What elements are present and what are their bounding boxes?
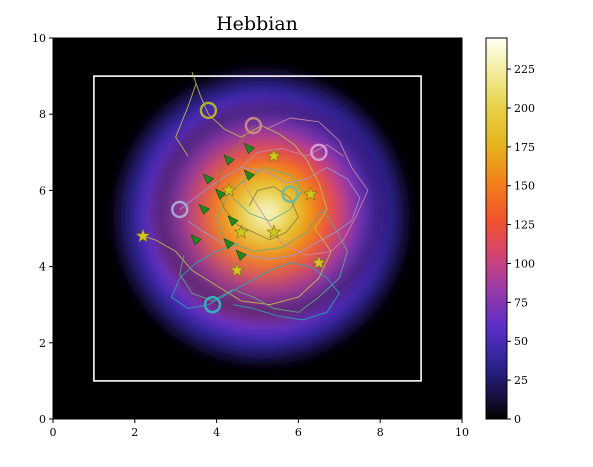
y-tick-label-4: 8: [39, 108, 46, 121]
colorbar-tick-label-4: 100: [514, 257, 535, 270]
trajectory-3: [171, 243, 340, 321]
x-tick-label-4: 8: [377, 426, 384, 439]
x-axis: 0 2 4 6 8 10: [50, 419, 469, 439]
heat-blob-inner: [154, 103, 385, 320]
y-tick-label-1: 2: [39, 337, 46, 350]
star-marker-3: [303, 186, 319, 201]
colorbar-tick-label-1: 25: [514, 374, 528, 387]
triangle-marker-7: [190, 234, 202, 246]
star-marker-4: [233, 224, 249, 239]
triangle-marker-4: [215, 188, 227, 200]
star-marker-1: [221, 182, 237, 197]
triangle-markers-layer: [190, 142, 255, 261]
triangle-marker-0: [223, 154, 235, 166]
plot-frame: [52, 37, 463, 420]
trajectory-1: [240, 117, 369, 256]
triangle-marker-8: [223, 238, 235, 250]
triangle-marker-1: [243, 142, 255, 155]
colorbar-tick-label-8: 200: [514, 102, 535, 115]
star-marker-0: [135, 228, 151, 243]
x-tick-label-2: 4: [213, 426, 220, 439]
x-tick-label-5: 10: [455, 426, 469, 439]
colorbar: 0 25 50 75 100 125 150 175 200 225: [485, 37, 535, 426]
triangle-marker-6: [227, 215, 239, 227]
trajectory-2: [179, 167, 348, 313]
y-tick-label-2: 4: [39, 261, 46, 274]
colorbar-fill: [486, 38, 507, 419]
star-marker-7: [311, 254, 327, 270]
colorbar-frame: [485, 37, 508, 420]
star-marker-2: [266, 148, 282, 163]
y-tick-label-3: 6: [39, 184, 46, 197]
colorbar-tick-label-5: 125: [514, 219, 535, 232]
triangle-marker-2: [202, 173, 214, 185]
colorbar-tick-label-0: 0: [514, 413, 521, 426]
triangle-marker-3: [243, 169, 255, 181]
x-tick-label-3: 6: [295, 426, 302, 439]
x-tick-label-1: 2: [131, 426, 138, 439]
x-tick-label-0: 0: [50, 426, 57, 439]
circle-marker-3: [171, 200, 189, 219]
colorbar-ticks: 0 25 50 75 100 125 150 175 200 225: [507, 63, 535, 426]
circle-marker-0: [199, 101, 218, 120]
circle-marker-2: [310, 143, 328, 162]
circle-marker-4: [281, 185, 299, 203]
triangle-marker-5: [198, 203, 210, 215]
colorbar-tick-label-6: 150: [514, 180, 535, 193]
y-axis: 0 2 4 6 8 10: [32, 32, 53, 426]
star-markers-layer: [135, 148, 327, 277]
y-tick-label-0: 0: [39, 413, 46, 426]
star-marker-6: [229, 262, 245, 277]
chart-title: Hebbian: [216, 13, 298, 35]
triangle-marker-9: [235, 249, 247, 261]
circle-marker-1: [244, 116, 263, 135]
colorbar-tick-label-7: 175: [514, 141, 535, 154]
colorbar-tick-label-2: 50: [514, 335, 528, 348]
trajectory-0: [142, 71, 332, 306]
colorbar-tick-label-3: 75: [514, 296, 528, 309]
plot-area: [53, 38, 462, 419]
boundary-rectangle: [93, 75, 422, 382]
star-marker-5: [266, 224, 282, 239]
circle-markers-layer: [171, 101, 328, 314]
colorbar-tick-label-9: 225: [514, 63, 535, 76]
y-tick-label-5: 10: [32, 32, 46, 45]
heatmap-layer: [111, 67, 412, 368]
circle-marker-5: [203, 296, 222, 314]
